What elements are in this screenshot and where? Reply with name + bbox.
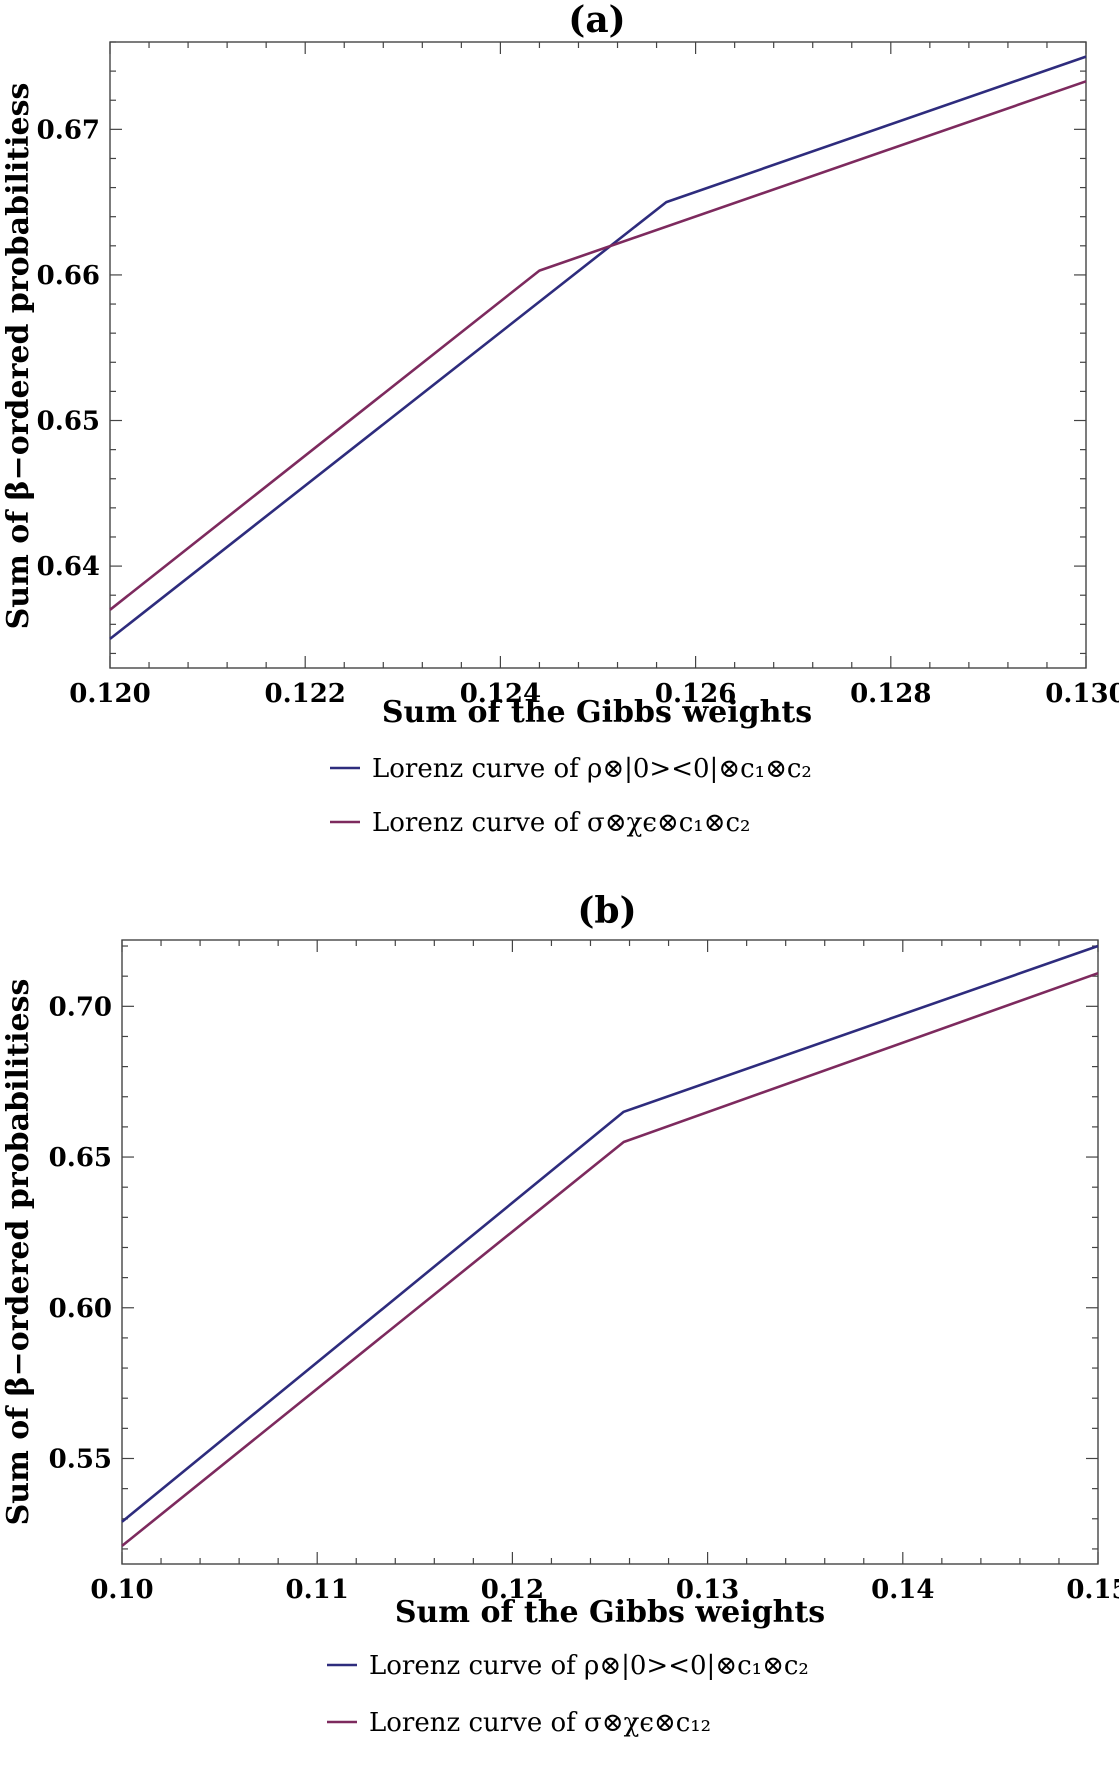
series-line — [121, 971, 1099, 1547]
legend: Lorenz curve of ρ⊗|0><0|⊗c₁⊗c₂ Lorenz cu… — [330, 754, 812, 838]
legend-entry: Lorenz curve of ρ⊗|0><0|⊗c₁⊗c₂ — [372, 754, 812, 784]
chart-panel-a: (a) 0.120 0.122 0.124 0.126 0.128 0.130 0.640… — [1, 0, 1119, 838]
series-line — [109, 80, 1087, 611]
series-lines — [109, 55, 1087, 640]
x-tick-label: 0.13 — [676, 1575, 739, 1605]
legend-entry: Lorenz curve of σ⊗χϵ⊗c₁⊗c₂ — [372, 808, 750, 838]
x-tick-label: 0.15 — [1066, 1575, 1119, 1605]
x-tick-label: 0.10 — [90, 1575, 153, 1605]
y-axis-ticks: 0.55 0.60 0.65 0.70 — [49, 945, 1098, 1550]
chart-panel-b: (b) 0.10 0.11 0.12 0.13 0.14 0.15 0.55 0.60 0.6… — [1, 890, 1119, 1738]
series-line — [109, 55, 1087, 640]
y-tick-label: 0.55 — [49, 1444, 112, 1474]
y-tick-label: 0.67 — [37, 115, 100, 145]
y-tick-label: 0.65 — [49, 1143, 112, 1173]
x-axis-ticks: 0.10 0.11 0.12 0.13 0.14 0.15 — [90, 940, 1119, 1605]
legend-entry: Lorenz curve of ρ⊗|0><0|⊗c₁⊗c₂ — [369, 1651, 809, 1681]
x-tick-label: 0.14 — [871, 1575, 934, 1605]
y-axis-ticks: 0.64 0.65 0.66 0.67 — [37, 41, 1086, 655]
x-tick-label: 0.120 — [69, 679, 150, 709]
plot-frame — [121, 939, 1099, 1565]
x-axis-label: Sum of the Gibbs weights — [395, 1595, 825, 1630]
y-tick-label: 0.66 — [37, 261, 100, 291]
x-tick-label: 0.12 — [481, 1575, 544, 1605]
y-tick-label: 0.65 — [37, 407, 100, 437]
x-tick-label: 0.11 — [286, 1575, 349, 1605]
series-line — [121, 944, 1099, 1523]
y-axis-label: Sum of β−ordered probabilitiess — [1, 979, 36, 1526]
y-axis-label: Sum of β−ordered probabilitiess — [1, 83, 36, 630]
x-tick-label: 0.130 — [1045, 679, 1119, 709]
y-tick-label: 0.70 — [49, 992, 112, 1022]
chart-title: (a) — [568, 0, 625, 41]
x-tick-label: 0.124 — [460, 679, 541, 709]
x-tick-label: 0.122 — [264, 679, 345, 709]
x-axis-ticks: 0.120 0.122 0.124 0.126 0.128 0.130 — [69, 42, 1119, 709]
y-tick-label: 0.64 — [37, 552, 100, 582]
x-tick-label: 0.128 — [850, 679, 931, 709]
plot-frame — [109, 41, 1087, 669]
legend: Lorenz curve of ρ⊗|0><0|⊗c₁⊗c₂ Lorenz cu… — [327, 1651, 809, 1738]
x-tick-label: 0.126 — [655, 679, 736, 709]
chart-title: (b) — [577, 890, 636, 932]
legend-entry: Lorenz curve of σ⊗χϵ⊗c₁₂ — [369, 1708, 711, 1738]
x-axis-label: Sum of the Gibbs weights — [382, 695, 812, 730]
y-tick-label: 0.60 — [49, 1294, 112, 1324]
series-lines — [121, 944, 1099, 1547]
